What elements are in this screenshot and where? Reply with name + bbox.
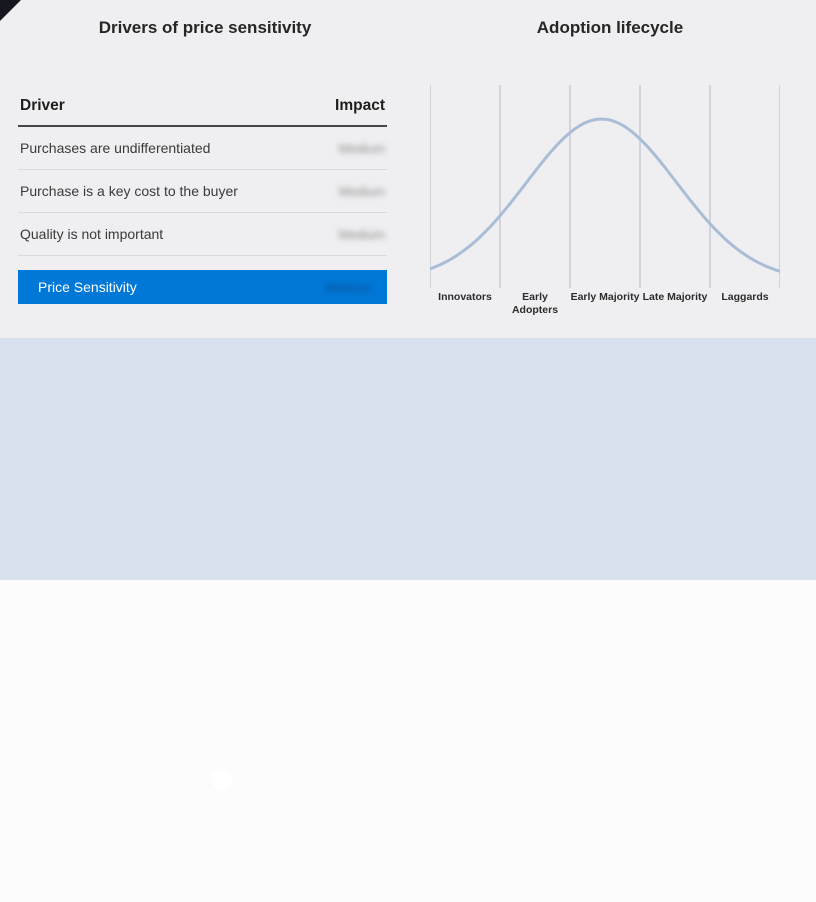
table-row: Purchases are undifferentiated Medium [18,127,387,170]
corner-triangle-decoration [0,0,21,21]
position-marker-dot [211,769,232,790]
summary-label: Price Sensitivity [38,279,137,295]
table-row: Purchase is a key cost to the buyer Medi… [18,170,387,213]
impact-cell-redacted: Medium [338,226,385,242]
driver-cell: Quality is not important [20,226,164,242]
impact-cell-redacted: Medium [338,183,385,199]
lifecycle-chart [430,85,780,288]
price-sensitivity-summary-row: Price Sensitivity Medium [18,270,387,304]
adoption-curve [430,117,780,273]
top-band: Drivers of price sensitivity Driver Impa… [0,0,816,338]
table-header-row: Driver Impact [18,90,387,127]
stage-label: Early Adopters [511,291,559,316]
table-row: Quality is not important Medium [18,213,387,256]
summary-impact-redacted: Medium [324,279,371,295]
stage-label: Innovators [438,291,492,303]
driver-column-header: Driver [20,97,65,114]
bottom-band: Adoption rates ChinaGermanyJapanUKUS Key… [0,580,816,902]
driver-cell: Purchases are undifferentiated [20,140,211,156]
stage-label: Laggards [721,291,769,303]
stage-label: Late Majority [642,291,708,303]
lifecycle-stage-labels: Innovators Early Adopters Early Majority La… [430,291,780,316]
driver-cell: Purchase is a key cost to the buyer [20,183,238,199]
drivers-panel-title: Drivers of price sensitivity [98,18,312,37]
drivers-table: Driver Impact Purchases are undifferenti… [18,90,387,304]
purchase-basket-band: Importance in the customer purchase bask… [0,338,816,902]
lifecycle-panel-title: Adoption lifecycle [536,18,684,37]
stage-label: Early Majority [570,291,640,303]
impact-column-header: Impact [335,97,385,114]
impact-cell-redacted: Medium [338,140,385,156]
